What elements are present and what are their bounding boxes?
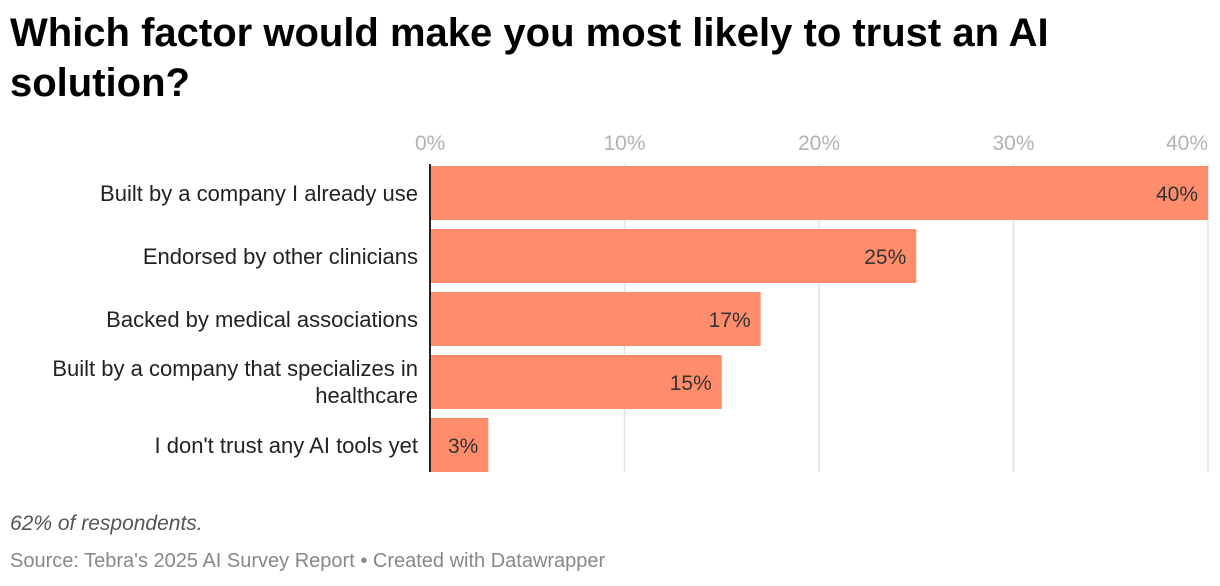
- x-tick-label: 0%: [415, 132, 445, 155]
- category-label: Backed by medical associations: [106, 307, 418, 332]
- category-label: Built by a company I already use: [100, 181, 418, 206]
- category-labels: Built by a company I already use Endorsed…: [52, 181, 418, 458]
- value-label: 17%: [709, 309, 751, 332]
- bar-chart: 0% 10% 20% 30% 40% Built by a company I alre…: [0, 120, 1220, 480]
- chart-title: Which factor would make you most likely …: [10, 11, 1049, 105]
- value-label: 25%: [864, 246, 906, 269]
- x-tick-label: 10%: [603, 132, 645, 155]
- bars: [430, 166, 1208, 472]
- value-labels: 40% 25% 17% 15% 3%: [448, 183, 1198, 458]
- chart-source: Source: Tebra's 2025 AI Survey Report • …: [10, 550, 606, 572]
- value-label: 40%: [1156, 183, 1198, 206]
- value-label: 3%: [448, 435, 478, 458]
- chart-note: 62% of respondents.: [10, 512, 203, 535]
- category-label: Built by a company that specializes in he…: [52, 356, 418, 408]
- x-axis-ticks: 0% 10% 20% 30% 40%: [415, 132, 1208, 155]
- x-tick-label: 30%: [992, 132, 1034, 155]
- bar: [430, 229, 917, 283]
- bar: [430, 166, 1208, 220]
- x-tick-label: 40%: [1166, 132, 1208, 155]
- bar: [430, 418, 489, 472]
- bar: [430, 355, 722, 409]
- x-tick-label: 20%: [798, 132, 840, 155]
- value-label: 15%: [670, 372, 712, 395]
- bar-chart-svg: 0% 10% 20% 30% 40% Built by a company I alre…: [52, 132, 1209, 472]
- bar: [430, 292, 761, 346]
- category-label: Endorsed by other clinicians: [143, 244, 418, 269]
- category-label: I don't trust any AI tools yet: [155, 433, 418, 458]
